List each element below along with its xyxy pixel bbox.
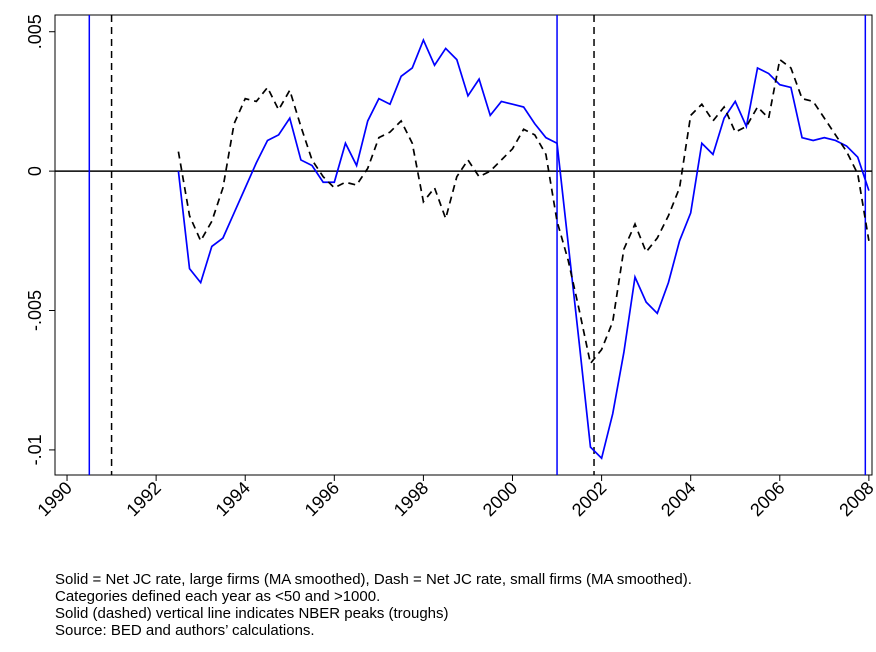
y-tick-label: -.01	[25, 434, 45, 465]
footnote: Source: BED and authors’ calculations.	[55, 622, 315, 639]
x-tick-label: 2008	[835, 478, 876, 520]
x-tick-label: 2000	[479, 478, 521, 520]
plot-frame	[54, 14, 873, 476]
x-tick-label: 2002	[568, 478, 610, 520]
x-tick-label: 1998	[390, 478, 432, 520]
x-tick-label: 1996	[301, 478, 343, 520]
x-tick-label: 2006	[746, 478, 788, 520]
series-line	[177, 37, 870, 460]
footnote: Categories defined each year as <50 and …	[55, 588, 380, 605]
x-tick-label: 2004	[657, 478, 699, 520]
x-tick-label: 1990	[33, 478, 75, 520]
footnote: Solid = Net JC rate, large firms (MA smo…	[55, 571, 692, 588]
y-tick-label: 0	[25, 166, 45, 176]
series-line	[177, 58, 870, 366]
y-tick-label: .005	[25, 14, 45, 49]
x-tick-label: 1992	[122, 478, 164, 520]
footnote: Solid (dashed) vertical line indicates N…	[55, 605, 449, 622]
x-tick-label: 1994	[212, 478, 254, 520]
y-tick-label: -.005	[25, 290, 45, 331]
